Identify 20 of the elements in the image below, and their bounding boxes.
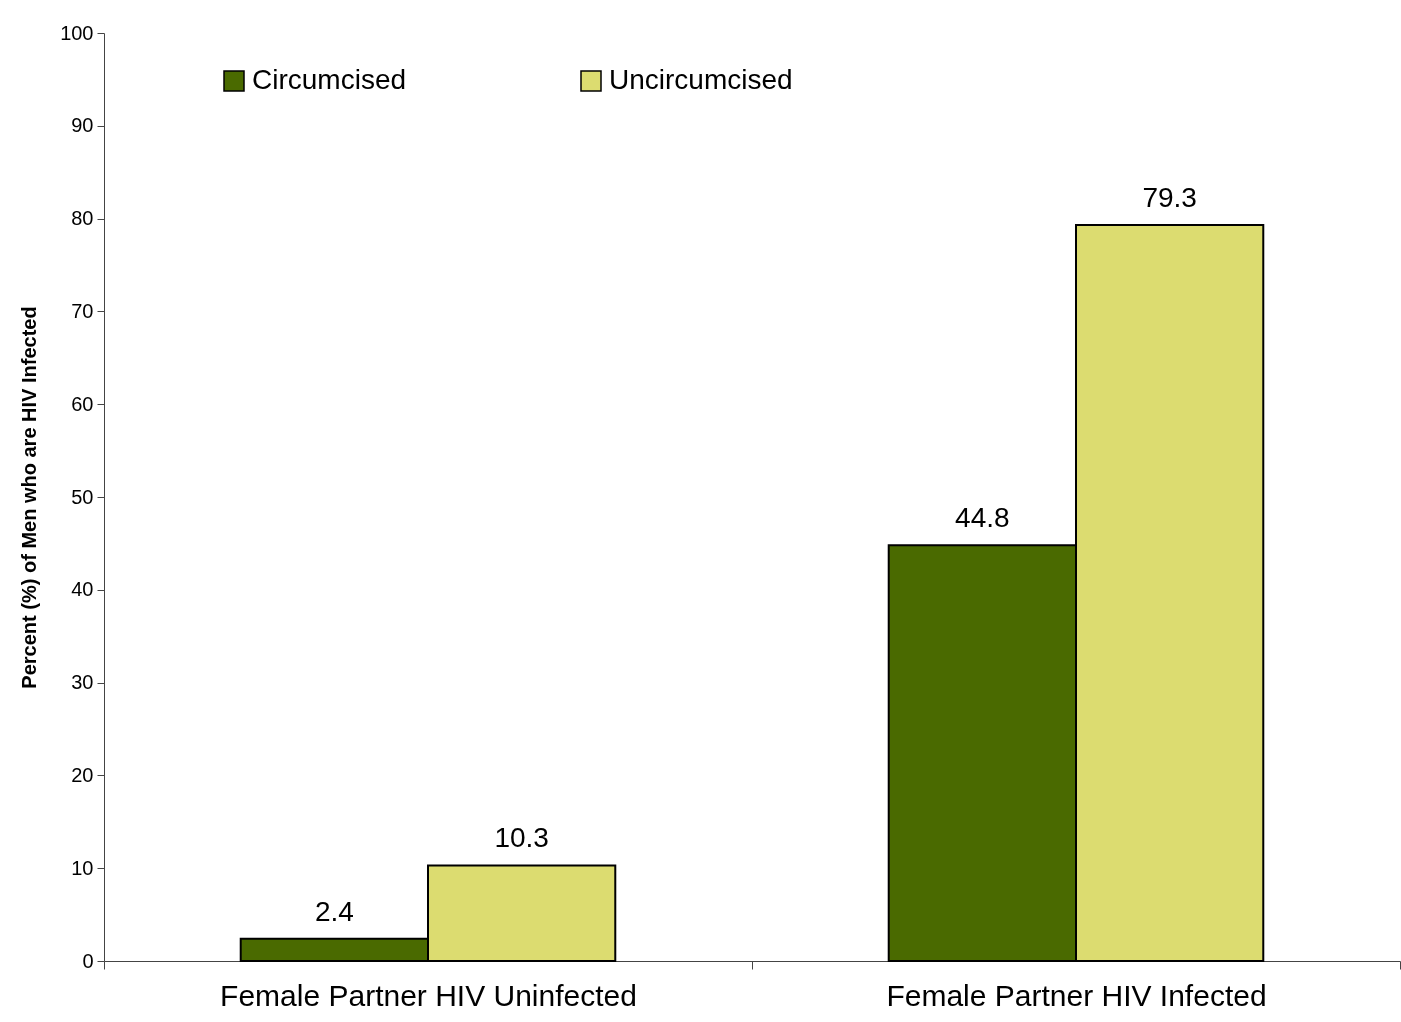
y-tick-label: 20	[71, 763, 94, 786]
data-label: 44.8	[955, 502, 1010, 534]
y-tick-label: 60	[71, 392, 94, 415]
y-tick-label: 0	[82, 949, 94, 972]
legend-label: Circumcised	[252, 64, 407, 95]
y-tick-label: 50	[71, 485, 94, 508]
x-tick-label: Female Partner HIV Infected	[886, 978, 1267, 1012]
data-label: 10.3	[494, 822, 549, 854]
y-tick-label: 70	[71, 299, 94, 322]
x-tick-label: Female Partner HIV Uninfected	[220, 978, 637, 1012]
y-tick-label: 30	[71, 671, 94, 694]
y-tick-label: 10	[71, 856, 94, 879]
y-tick-label: 80	[71, 207, 94, 230]
data-label: 2.4	[314, 895, 354, 927]
data-label: 79.3	[1142, 182, 1197, 214]
y-axis-title: Percent (%) of Men who are HIV Infected	[18, 306, 41, 689]
legend-label: Uncircumcised	[609, 64, 793, 95]
y-tick-label: 100	[60, 21, 94, 44]
y-tick-label: 90	[71, 114, 94, 137]
y-tick-label: 40	[71, 578, 94, 601]
